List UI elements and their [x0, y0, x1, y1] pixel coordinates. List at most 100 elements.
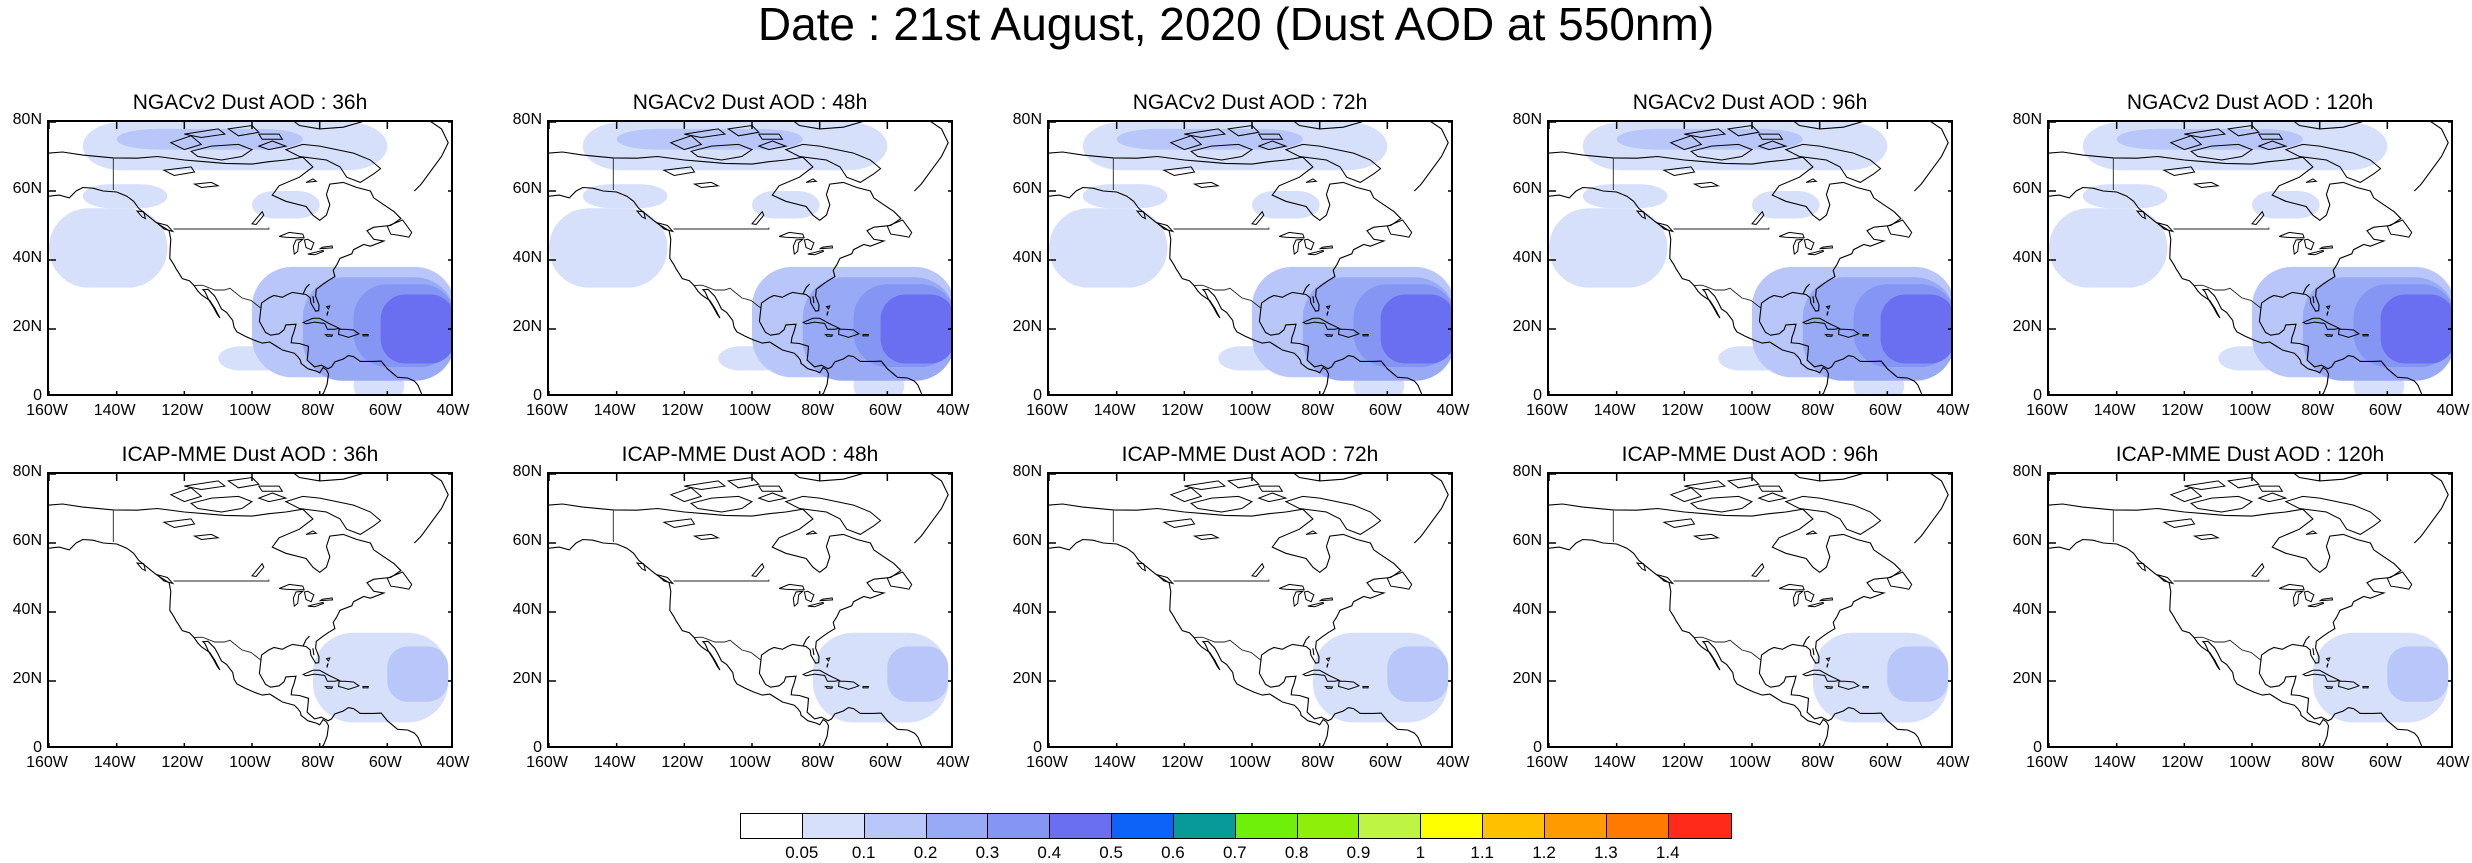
lon-label: 120W — [161, 754, 204, 771]
coastline — [184, 480, 227, 491]
coastline — [692, 533, 720, 541]
map-panel — [47, 472, 453, 748]
coastline — [1414, 122, 1449, 192]
coastline — [386, 219, 413, 238]
coastline — [305, 178, 318, 183]
colorbar-label: 1.4 — [1655, 843, 1680, 862]
coastline — [257, 492, 288, 503]
coastline — [318, 245, 334, 250]
coastline — [1801, 317, 1841, 330]
lat-label: 40N — [512, 249, 542, 266]
lon-label: 80W — [801, 754, 835, 771]
lat-label: 20N — [2012, 318, 2042, 335]
lon-label: 100W — [229, 754, 271, 771]
coastline — [302, 283, 310, 295]
coastline — [812, 648, 815, 656]
lat-label: 80N — [1012, 111, 1042, 128]
lat-label: 60N — [12, 180, 42, 197]
dust-aod-region — [252, 191, 320, 219]
lon-label: 60W — [1868, 402, 1902, 419]
coastline — [1669, 135, 1703, 151]
coastline — [2278, 231, 2305, 239]
map-panel — [547, 120, 953, 396]
coastline — [414, 474, 449, 544]
coastline — [2135, 562, 2147, 572]
lon-label: 120W — [2161, 754, 2204, 771]
dust-aod-region — [2082, 184, 2168, 209]
coastline — [325, 305, 331, 310]
lon-label: 120W — [661, 754, 704, 771]
lat-label: 60N — [1012, 180, 1042, 197]
colorbar-swatch — [1173, 814, 1236, 838]
lon-label: 40W — [436, 402, 470, 419]
colorbar-label: 0.9 — [1346, 843, 1371, 862]
coastline — [635, 210, 647, 220]
lon-label: 80W — [1801, 754, 1835, 771]
lon-label: 60W — [2368, 754, 2402, 771]
coastline — [257, 140, 288, 151]
lat-label: 20N — [512, 318, 542, 335]
coastline — [2169, 487, 2203, 503]
lon-label: 80W — [1301, 402, 1335, 419]
coastline — [2162, 166, 2196, 177]
lon-label: 60W — [368, 754, 402, 771]
coastline — [1757, 492, 1788, 503]
coastline — [549, 503, 923, 746]
coastline — [1689, 495, 1754, 513]
coastline — [2386, 219, 2413, 238]
lon-label: 60W — [1368, 754, 1402, 771]
lon-label: 80W — [301, 754, 335, 771]
coastline — [2278, 583, 2305, 591]
coastline — [1825, 657, 1831, 662]
coastline — [325, 657, 331, 662]
coastline — [1362, 686, 1370, 689]
lat-label: 40N — [1012, 249, 1042, 266]
coastline — [826, 311, 829, 316]
colorbar-swatch — [741, 814, 803, 838]
dust-aod-region — [1752, 191, 1820, 219]
coastline — [1189, 143, 1254, 161]
lon-label: 80W — [2301, 402, 2335, 419]
dust-aod-region — [49, 208, 168, 288]
coastline — [2226, 124, 2260, 137]
colorbar-label: 1 — [1415, 843, 1426, 862]
coastline — [162, 518, 196, 529]
coastline — [1162, 518, 1196, 529]
colorbar-label: 0.05 — [785, 843, 819, 862]
lon-label: 40W — [936, 402, 970, 419]
coastline — [2303, 590, 2315, 603]
country-border — [1694, 284, 1762, 309]
colorbar-swatch — [1235, 814, 1298, 838]
coastline — [2226, 476, 2260, 489]
coastline — [1807, 601, 1825, 608]
coastline — [312, 296, 315, 304]
coastline — [1156, 222, 1175, 233]
coastline — [1784, 495, 1882, 535]
coastline — [825, 657, 831, 662]
coastline — [301, 317, 341, 330]
dust-aod-region — [2049, 208, 2168, 288]
country-border — [194, 284, 262, 309]
coastline — [189, 143, 254, 161]
lat-label: 40N — [1512, 249, 1542, 266]
lat-label: 20N — [1512, 670, 1542, 687]
country-border — [2194, 636, 2262, 661]
coastline — [838, 680, 860, 690]
coastline — [1825, 305, 1831, 310]
coastline — [2326, 663, 2329, 668]
map-canvas — [549, 474, 951, 746]
lon-label: 60W — [2368, 402, 2402, 419]
lon-label: 100W — [1729, 402, 1771, 419]
country-border — [1194, 284, 1262, 309]
country-border — [173, 227, 270, 230]
coastline — [278, 231, 305, 239]
coastline — [1803, 590, 1815, 603]
coastline — [284, 495, 382, 535]
coastline — [778, 231, 805, 239]
lon-label: 160W — [26, 754, 68, 771]
coastline — [1784, 143, 1882, 183]
coastline — [2189, 143, 2254, 161]
coastline — [156, 574, 175, 585]
country-border — [673, 227, 770, 230]
coastline — [1293, 474, 1364, 482]
